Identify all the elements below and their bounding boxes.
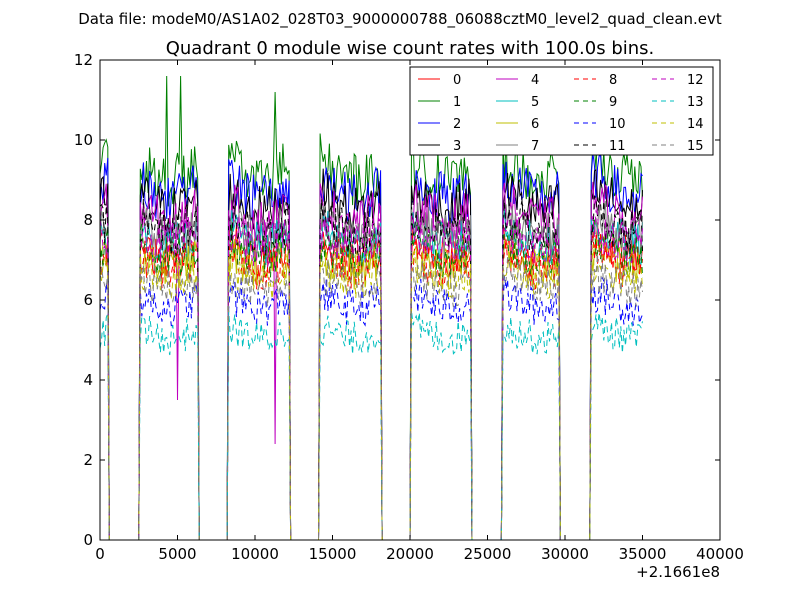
series-line-14 (100, 244, 643, 540)
y-tick-label: 0 (83, 531, 93, 549)
series-lines (100, 75, 643, 540)
x-tick-label: 25000 (464, 545, 512, 563)
x-tick-label: 15000 (309, 545, 357, 563)
series-line-8 (100, 231, 643, 540)
legend-label-9: 9 (609, 95, 617, 110)
legend-label-6: 6 (531, 117, 539, 132)
x-tick-label: 10000 (231, 545, 279, 563)
series-line-1 (100, 75, 643, 540)
legend-label-5: 5 (531, 95, 539, 110)
series-line-13 (100, 310, 643, 540)
x-offset-label: +2.1661e8 (636, 563, 720, 581)
legend-label-3: 3 (453, 139, 461, 154)
axis-ticks: 0 5000 10000 15000 20000 25000 30000 35000 40000… (74, 51, 744, 563)
x-tick-label: 0 (95, 545, 105, 563)
chart-title: Quadrant 0 module wise count rates with … (166, 38, 655, 59)
legend-label-11: 11 (609, 139, 626, 154)
y-tick-label: 10 (74, 131, 93, 149)
legend-label-13: 13 (687, 95, 704, 110)
suptitle: Data file: modeM0/AS1A02_028T03_90000007… (78, 10, 722, 29)
x-tick-label: 35000 (619, 545, 667, 563)
y-tick-label: 4 (83, 371, 93, 389)
legend-label-15: 15 (687, 139, 704, 154)
y-tick-label: 2 (83, 451, 93, 469)
legend-box (409, 66, 714, 156)
series-line-15 (100, 254, 643, 540)
legend-label-0: 0 (453, 73, 461, 88)
series-line-9 (100, 219, 643, 540)
y-tick-label: 12 (74, 51, 93, 69)
series-line-3 (100, 168, 643, 540)
y-tick-label: 8 (83, 211, 93, 229)
x-tick-label: 20000 (386, 545, 434, 563)
x-tick-label: 40000 (696, 545, 744, 563)
series-line-11 (100, 195, 643, 540)
y-tick-label: 6 (83, 291, 93, 309)
series-line-10 (100, 275, 643, 540)
legend-label-12: 12 (687, 73, 704, 88)
legend-label-14: 14 (687, 117, 704, 132)
legend-label-2: 2 (453, 117, 461, 132)
legend-label-1: 1 (453, 95, 461, 110)
legend-label-10: 10 (609, 117, 626, 132)
x-tick-label: 5000 (158, 545, 196, 563)
legend-label-7: 7 (531, 139, 539, 154)
legend-label-8: 8 (609, 73, 617, 88)
series-line-12 (100, 209, 643, 540)
legend-label-4: 4 (531, 73, 539, 88)
x-tick-label: 30000 (541, 545, 589, 563)
